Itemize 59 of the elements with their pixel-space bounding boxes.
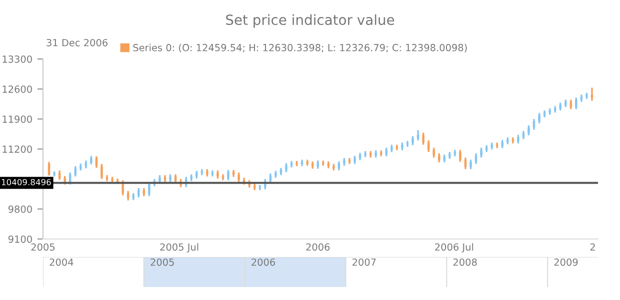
legend-label: Series 0: (O: 12459.54; H: 12630.3398; L: 12326.79; C: 12398.0098) — [133, 44, 467, 52]
candlestick — [532, 118, 536, 131]
chart-title: Set price indicator value — [226, 14, 394, 28]
y-tick-label: 11900 — [2, 115, 32, 123]
candlestick — [490, 142, 493, 150]
candlestick — [306, 158, 308, 167]
y-tick-label: 9100 — [8, 235, 32, 243]
text: 31 Dec 2006 — [46, 38, 108, 46]
candlestick — [470, 158, 472, 170]
candlestick — [432, 146, 435, 158]
candlestick — [332, 163, 335, 172]
candlestick — [111, 176, 114, 184]
candlestick — [575, 96, 578, 110]
text: 2005 — [150, 258, 174, 266]
x-tick-label: 2006 — [306, 243, 330, 251]
candlestick — [158, 174, 161, 184]
y-tick-label: 13300 — [2, 55, 32, 63]
y-tick-label: 9800 — [8, 205, 32, 213]
candlestick — [474, 152, 478, 165]
candlestick — [227, 169, 230, 182]
text: 2007 — [352, 258, 376, 266]
candlestick — [216, 170, 219, 180]
y-tick-label: 12600 — [2, 85, 32, 93]
ref-line-label: 10409.8496 — [2, 178, 51, 186]
candlestick — [538, 112, 540, 124]
candlestick — [548, 107, 551, 116]
x-tick-label: 2 — [590, 243, 595, 251]
candlestick — [480, 146, 482, 158]
candlestick — [586, 92, 588, 100]
candlestick — [401, 142, 404, 152]
candlestick — [422, 132, 424, 146]
candlestick — [53, 170, 56, 178]
x-tick-label: 2005 — [31, 243, 55, 251]
candlestick — [364, 150, 366, 158]
text: 2006 — [252, 258, 276, 266]
text: 2004 — [50, 258, 74, 266]
candlestick — [285, 162, 288, 173]
candlestick — [148, 181, 150, 197]
candlestick — [416, 129, 420, 142]
candlestick — [528, 124, 530, 136]
candlestick — [412, 135, 414, 146]
candlestick — [238, 172, 240, 183]
text: 2008 — [453, 258, 477, 266]
x-tick-label: 2005 Jul — [160, 243, 198, 252]
candlestick — [464, 156, 467, 170]
candlestick — [169, 173, 172, 183]
y-tick-label: 11200 — [2, 145, 32, 153]
candlestick — [296, 160, 298, 167]
x-tick-label: 2006 Jul — [435, 243, 474, 252]
candlestick — [138, 187, 140, 198]
text: 2009 — [554, 258, 578, 266]
candlestick — [274, 170, 277, 179]
candlestick — [126, 190, 130, 202]
candlestick — [90, 155, 92, 166]
candlestick — [100, 163, 103, 180]
candlestick — [343, 157, 346, 167]
candlestick — [459, 149, 462, 163]
candlestick — [354, 155, 356, 165]
candlestick — [427, 140, 430, 153]
